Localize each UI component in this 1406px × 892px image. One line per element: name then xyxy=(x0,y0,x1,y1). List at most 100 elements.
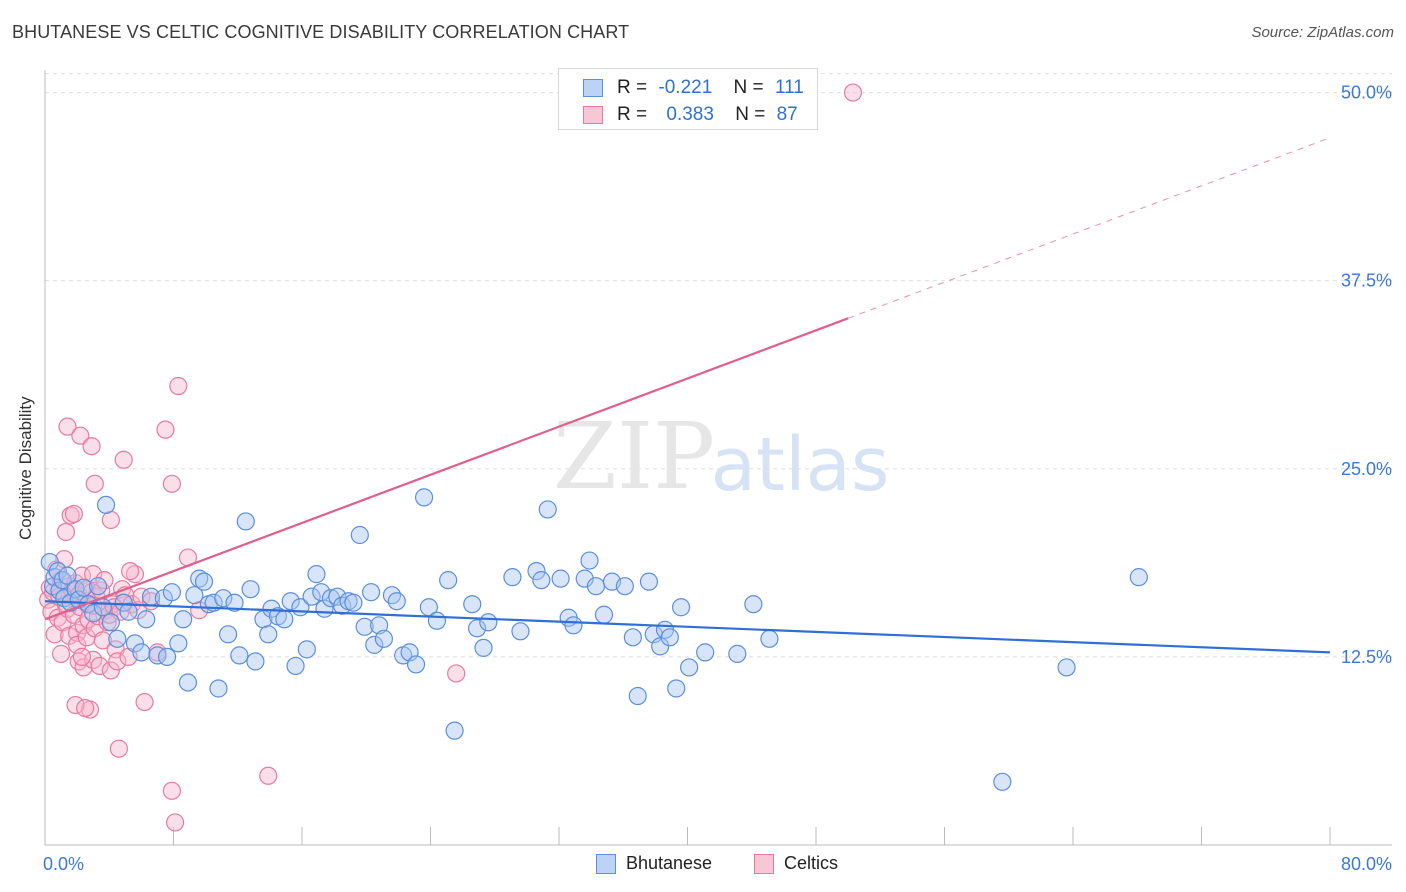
bhutanese-point xyxy=(467,619,487,638)
bhutanese-point xyxy=(594,605,614,624)
bhutanese-point xyxy=(93,598,112,617)
bhutanese-trend-line xyxy=(44,600,1331,654)
bhutanese-point xyxy=(527,562,546,581)
y-tick-label: 50.0% xyxy=(1341,83,1392,103)
bhutanese-point xyxy=(427,611,447,630)
bhutanese-point xyxy=(169,634,188,653)
legend-n-label: N = xyxy=(735,104,766,125)
bhutanese-point xyxy=(414,488,434,507)
bhutanese-point xyxy=(445,721,464,740)
bhutanese-point xyxy=(993,772,1012,791)
legend-n-label: N = xyxy=(733,77,764,98)
bhutanese-point xyxy=(551,569,570,588)
watermark-zip: ZIP xyxy=(553,403,715,510)
legend-r-label: R = xyxy=(617,77,648,98)
legend-r-label: R = xyxy=(617,104,648,125)
bhutanese-point xyxy=(628,686,647,706)
watermark: ZIP atlas xyxy=(553,403,890,510)
correlation-legend: R = -0.221 N = 111 R = 0.383 N = 87 xyxy=(558,68,818,130)
bhutanese-point xyxy=(439,571,458,590)
axes xyxy=(44,70,1392,846)
bhutanese-point xyxy=(88,577,108,596)
celtics-point xyxy=(166,813,185,832)
celtics-point xyxy=(114,450,133,469)
bhutanese-point xyxy=(219,625,238,644)
legend-r-value: 0.383 xyxy=(666,104,714,125)
celtics-point xyxy=(72,647,92,666)
y-axis-label: Cognitive Disability xyxy=(16,396,35,540)
bhutanese-point xyxy=(639,572,659,591)
legend-item-bhutanese[interactable]: Bhutanese xyxy=(596,853,712,874)
bhutanese-point xyxy=(361,583,381,602)
bhutanese-point xyxy=(538,500,557,519)
bhutanese-point xyxy=(108,629,127,648)
bhutanese-point xyxy=(246,652,265,671)
bhutanese-point xyxy=(350,525,369,545)
bhutanese-point xyxy=(760,629,779,648)
celtics-point xyxy=(71,426,90,445)
bhutanese-point xyxy=(125,634,145,653)
legend-r-value: -0.221 xyxy=(658,77,713,98)
bhutanese-point xyxy=(58,566,77,585)
bhutanese-point xyxy=(185,586,204,605)
bhutanese-point xyxy=(96,495,116,515)
bhutanese-point xyxy=(365,635,384,654)
bhutanese-point xyxy=(660,628,679,647)
bhutanese-point xyxy=(178,673,198,692)
bhutanese-point xyxy=(162,583,181,602)
bhutanese-point xyxy=(132,643,151,662)
celtics-trend-line xyxy=(44,317,849,621)
bhutanese-points xyxy=(40,488,1148,791)
celtics-point xyxy=(58,417,77,436)
celtics-point xyxy=(108,652,127,671)
celtics-point xyxy=(101,661,120,680)
series-legend: Bhutanese Celtics xyxy=(0,850,1406,880)
celtics-point xyxy=(93,631,112,650)
bhutanese-point xyxy=(671,598,691,617)
celtics-point xyxy=(56,522,75,542)
bhutanese-point xyxy=(503,568,522,587)
y-tick-label: 37.5% xyxy=(1341,271,1392,291)
bhutanese-point xyxy=(297,640,316,659)
bhutanese-point xyxy=(209,679,228,698)
bhutanese-point xyxy=(344,593,363,612)
legend-label-celtics: Celtics xyxy=(784,853,839,873)
bhutanese-point xyxy=(119,602,138,621)
celtics-point xyxy=(82,437,101,456)
celtics-point xyxy=(74,616,93,635)
celtics-point xyxy=(64,504,84,524)
y-tick-label: 25.0% xyxy=(1341,459,1392,479)
bhutanese-point xyxy=(463,595,482,614)
bhutanese-point xyxy=(74,578,93,597)
celtics-point xyxy=(843,83,863,102)
bhutanese-point xyxy=(241,580,260,599)
tick-labels: 12.5% 25.0% 37.5% 50.0% 0.0% 80.0% xyxy=(43,83,1392,874)
bhutanese-point xyxy=(114,593,133,612)
celtics-point xyxy=(101,510,120,530)
bhutanese-point xyxy=(236,512,255,531)
x-tick-label: 0.0% xyxy=(43,854,84,874)
celtics-point xyxy=(109,739,128,758)
celtics-point xyxy=(169,376,188,396)
celtics-point xyxy=(76,698,95,718)
source-label: Source: ZipAtlas.com xyxy=(1251,24,1394,41)
bhutanese-point xyxy=(307,565,326,584)
legend-item-celtics[interactable]: Celtics xyxy=(754,853,838,874)
celtics-point xyxy=(162,781,181,800)
bhutanese-point xyxy=(137,610,156,629)
celtics-trend-extension xyxy=(847,137,1331,319)
watermark-atlas: atlas xyxy=(711,422,890,508)
bhutanese-point xyxy=(355,617,374,636)
celtics-point xyxy=(135,692,154,712)
bhutanese-point xyxy=(615,577,634,596)
celtics-point xyxy=(85,474,104,493)
bhutanese-point xyxy=(651,637,670,656)
bhutanese-point xyxy=(225,593,244,612)
bhutanese-point xyxy=(190,569,209,588)
bhutanese-point xyxy=(580,551,599,570)
bhutanese-point xyxy=(374,629,394,648)
bhutanese-point xyxy=(623,628,642,647)
bhutanese-point xyxy=(696,643,715,662)
y-tick-label: 12.5% xyxy=(1341,647,1392,667)
